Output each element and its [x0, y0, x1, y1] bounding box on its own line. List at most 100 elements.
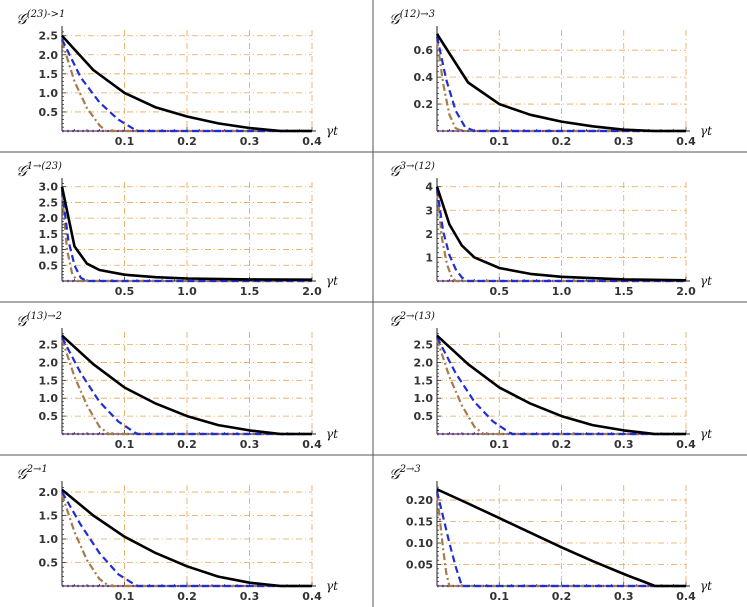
y-tick-label: 2.5 — [414, 339, 434, 352]
x-axis-label: γt — [700, 579, 712, 593]
y-tick-label: 2.0 — [39, 49, 59, 62]
chart-panel-7: 𝒢2→1 0.1 0.2 0.3 0.4 0.5 1.0 1.5 2.0 γt — [16, 464, 338, 603]
y-tick-label: 2.5 — [39, 30, 59, 43]
y-tick-label: 3.0 — [39, 181, 59, 194]
chart-title: 𝒢2→(13) — [389, 311, 435, 330]
series-line-dashed — [61, 39, 312, 133]
x-tick-label: 0.1 — [115, 590, 135, 603]
y-tick-label: 2.0 — [414, 356, 434, 369]
y-tick-label: 1.5 — [414, 374, 434, 387]
x-tick-label: 0.5 — [490, 285, 510, 298]
x-tick-label: 0.5 — [115, 285, 135, 298]
x-tick-label: 0.4 — [676, 438, 696, 451]
series-line-dashed — [60, 189, 312, 283]
x-tick-label: 0.2 — [177, 590, 197, 603]
series-line-dashed — [61, 336, 312, 436]
series-line-solid — [435, 186, 687, 282]
y-tick-label: 1.5 — [39, 228, 59, 241]
x-tick-label: 0.2 — [552, 135, 572, 148]
y-tick-label: 0.15 — [406, 516, 433, 529]
x-tick-label: 0.2 — [177, 135, 197, 148]
series-line-dashdot — [435, 338, 686, 436]
chart-panel-6: 𝒢2→(13) 0.1 0.2 0.3 0.4 0.5 1.0 1.5 2.0 2.5 γt — [389, 311, 712, 451]
y-tick-label: 0.5 — [39, 410, 59, 423]
x-tick-label: 0.4 — [676, 590, 696, 603]
y-tick-label: 1.0 — [414, 392, 434, 405]
series-line-solid — [61, 334, 312, 436]
y-tick-label: 1.0 — [39, 533, 59, 546]
x-tick-label: 0.1 — [490, 438, 510, 451]
series-line-solid — [61, 34, 312, 133]
x-tick-label: 0.1 — [490, 590, 510, 603]
series-line-solid — [436, 334, 686, 436]
chart-panel-3: 𝒢1→(23) 0.5 1.0 1.5 2.0 0.5 1.0 1.5 2.0 2.5 3.0 γt — [16, 161, 338, 298]
series-line-solid — [435, 33, 686, 133]
x-tick-label: 0.3 — [614, 438, 634, 451]
x-tick-label: 0.4 — [676, 135, 696, 148]
y-tick-label: 1 — [425, 251, 433, 264]
x-tick-label: 0.1 — [115, 438, 135, 451]
series-line-dashed — [436, 336, 686, 436]
x-tick-label: 0.2 — [552, 590, 572, 603]
x-tick-label: 0.4 — [302, 438, 322, 451]
x-tick-label: 0.3 — [240, 438, 260, 451]
series-line-solid — [61, 488, 312, 588]
y-tick-label: 0.2 — [414, 98, 434, 111]
x-axis-label: γt — [326, 427, 338, 441]
x-tick-label: 1.0 — [177, 285, 197, 298]
series-line-dashed — [435, 36, 686, 133]
chart-panel-1: 𝒢(23)->1 0.1 0.2 0.3 0.4 0.5 1.0 1.5 2.0 2.5 γt — [16, 9, 338, 148]
y-tick-label: 1.5 — [39, 510, 59, 523]
y-tick-label: 0.5 — [39, 259, 59, 272]
x-axis-label: γt — [326, 579, 338, 593]
x-tick-label: 0.1 — [115, 135, 135, 148]
x-axis-label: γt — [700, 427, 712, 441]
y-tick-label: 2 — [425, 228, 433, 241]
chart-title: 𝒢(12)→3 — [389, 9, 435, 28]
x-tick-label: 0.1 — [490, 135, 510, 148]
chart-title: 𝒢3→(12) — [389, 161, 435, 180]
y-tick-label: 2.0 — [39, 486, 59, 499]
y-tick-label: 0.20 — [406, 494, 433, 507]
chart-panel-4: 𝒢3→(12) 0.5 1.0 1.5 2.0 1 2 3 4 γt — [389, 161, 712, 298]
chart-title: 𝒢2→1 — [16, 464, 48, 483]
y-tick-label: 0.10 — [406, 537, 433, 550]
y-tick-label: 0.5 — [39, 557, 59, 570]
x-tick-label: 1.5 — [614, 285, 634, 298]
chart-panel-2: 𝒢(12)→3 0.1 0.2 0.3 0.4 0.2 0.4 0.6 γt — [389, 9, 712, 148]
x-tick-label: 2.0 — [302, 285, 322, 298]
x-tick-label: 0.3 — [614, 135, 634, 148]
x-tick-label: 0.3 — [614, 590, 634, 603]
chart-title: 𝒢(23)->1 — [16, 9, 65, 28]
x-tick-label: 0.2 — [552, 438, 572, 451]
series-line-dashdot — [60, 338, 312, 436]
x-axis-label: γt — [326, 274, 338, 288]
series-line-dashed — [435, 491, 686, 588]
x-axis-label: γt — [326, 124, 338, 138]
x-axis-label: γt — [700, 274, 712, 288]
series-line-solid — [60, 186, 313, 281]
x-axis-label: γt — [700, 124, 712, 138]
x-tick-label: 0.3 — [240, 135, 260, 148]
series-line-dashed — [435, 188, 686, 283]
x-tick-label: 0.3 — [240, 590, 260, 603]
x-tick-label: 1.5 — [240, 285, 260, 298]
chart-title: 𝒢1→(23) — [16, 161, 62, 180]
y-tick-label: 3 — [425, 204, 433, 217]
x-tick-label: 0.4 — [302, 135, 322, 148]
x-tick-label: 0.4 — [302, 590, 322, 603]
y-tick-label: 0.6 — [414, 44, 434, 57]
x-tick-label: 2.0 — [676, 285, 696, 298]
y-tick-label: 2.5 — [39, 339, 59, 352]
y-tick-label: 2.0 — [39, 356, 59, 369]
x-tick-label: 1.0 — [552, 285, 572, 298]
y-tick-label: 0.5 — [39, 106, 59, 119]
y-tick-label: 1.5 — [39, 374, 59, 387]
y-tick-label: 2.0 — [39, 212, 59, 225]
y-tick-label: 1.5 — [39, 68, 59, 81]
y-tick-label: 1.0 — [39, 244, 59, 257]
y-tick-label: 0.05 — [406, 559, 433, 572]
chart-title: 𝒢2→3 — [389, 464, 421, 483]
chart-panel-5: 𝒢(13)→2 0.1 0.2 0.3 0.4 0.5 1.0 1.5 2.0 2.5 γt — [16, 311, 338, 451]
y-tick-label: 0.5 — [414, 410, 434, 423]
